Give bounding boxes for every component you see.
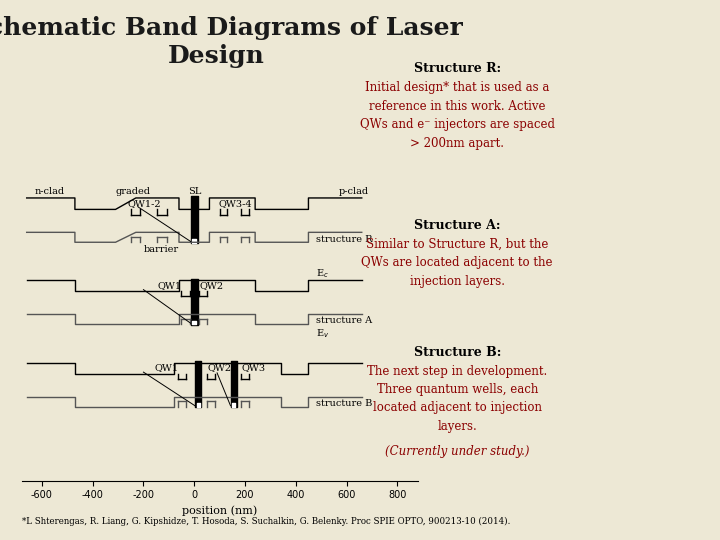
Text: structure A: structure A — [316, 315, 372, 325]
Text: Structure B:: Structure B: — [413, 346, 501, 359]
Text: QW1-2: QW1-2 — [128, 199, 161, 208]
Text: barrier: barrier — [143, 245, 179, 254]
Text: QW1: QW1 — [158, 281, 181, 289]
Text: QW2: QW2 — [199, 281, 223, 289]
Text: graded: graded — [116, 187, 150, 195]
Text: Initial design* that is used as a
reference in this work. Active
QWs and e⁻ inje: Initial design* that is used as a refere… — [360, 81, 554, 150]
Text: p-clad: p-clad — [339, 187, 369, 195]
Text: Schematic Band Diagrams of Laser
Design: Schematic Band Diagrams of Laser Design — [0, 16, 462, 68]
Text: QW3: QW3 — [242, 363, 266, 372]
Text: QW1: QW1 — [154, 363, 179, 372]
Text: QW2: QW2 — [207, 363, 232, 372]
X-axis label: position (nm): position (nm) — [182, 506, 257, 516]
Text: n-clad: n-clad — [35, 187, 64, 195]
Text: Structure R:: Structure R: — [413, 62, 501, 75]
Text: SL: SL — [189, 187, 202, 195]
Text: E$_c$: E$_c$ — [316, 267, 329, 280]
Text: Similar to Structure R, but the
QWs are located adjacent to the
injection layers: Similar to Structure R, but the QWs are … — [361, 238, 553, 288]
Text: structure R: structure R — [316, 234, 372, 244]
Text: structure B: structure B — [316, 399, 372, 408]
Text: *L Shterengas, R. Liang, G. Kipshidze, T. Hosoda, S. Suchalkin, G. Belenky. Proc: *L Shterengas, R. Liang, G. Kipshidze, T… — [22, 517, 510, 526]
Text: E$_v$: E$_v$ — [316, 327, 329, 340]
Text: (Currently under study.): (Currently under study.) — [385, 446, 529, 458]
Text: QW3-4: QW3-4 — [219, 199, 253, 208]
Text: The next step in development.
Three quantum wells, each
located adjacent to inje: The next step in development. Three quan… — [367, 364, 547, 433]
Text: Structure A:: Structure A: — [414, 219, 500, 232]
